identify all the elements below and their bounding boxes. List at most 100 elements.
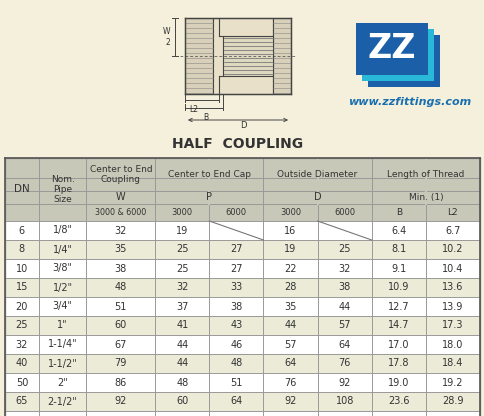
Text: 38: 38: [338, 282, 350, 292]
Text: 14.7: 14.7: [387, 320, 408, 330]
Bar: [5, 373, 479, 392]
Text: 32: 32: [15, 339, 28, 349]
Text: www.zzfittings.com: www.zzfittings.com: [348, 97, 470, 107]
Text: W
2: W 2: [162, 27, 170, 47]
Bar: [5, 297, 479, 316]
Text: 28.9: 28.9: [441, 396, 463, 406]
Bar: [212, 18, 272, 94]
Text: 27: 27: [230, 263, 242, 273]
Text: 25: 25: [176, 245, 188, 255]
Bar: [359, 27, 449, 92]
Text: 3000 & 6000: 3000 & 6000: [95, 208, 146, 217]
Text: 32: 32: [176, 282, 188, 292]
Text: 60: 60: [115, 320, 127, 330]
Text: 17.3: 17.3: [441, 320, 463, 330]
Text: 28: 28: [284, 282, 296, 292]
Text: B: B: [203, 113, 208, 122]
Text: 65: 65: [15, 396, 28, 406]
Text: 67: 67: [114, 339, 127, 349]
Text: 15: 15: [15, 282, 28, 292]
Text: 22: 22: [284, 263, 296, 273]
Bar: [184, 18, 212, 94]
Bar: [223, 36, 272, 76]
Text: 16: 16: [284, 225, 296, 235]
Text: Center to End Cap: Center to End Cap: [167, 170, 250, 179]
Text: 2": 2": [57, 377, 68, 387]
Text: 6: 6: [19, 225, 25, 235]
Text: 10: 10: [15, 263, 28, 273]
FancyBboxPatch shape: [355, 23, 427, 75]
Text: 17.0: 17.0: [387, 339, 408, 349]
Text: 3000: 3000: [171, 208, 193, 217]
Bar: [5, 411, 479, 416]
Text: 108: 108: [335, 396, 353, 406]
Text: 37: 37: [176, 302, 188, 312]
Text: 20: 20: [15, 302, 28, 312]
Bar: [5, 240, 479, 259]
Text: W: W: [116, 193, 125, 203]
Bar: [5, 392, 479, 411]
Text: L2: L2: [189, 105, 198, 114]
Text: 9.1: 9.1: [391, 263, 406, 273]
Text: 44: 44: [338, 302, 350, 312]
Text: 6.4: 6.4: [391, 225, 406, 235]
Bar: [5, 278, 479, 297]
Text: 1-1/2": 1-1/2": [47, 359, 77, 369]
Text: HALF  COUPLING: HALF COUPLING: [172, 137, 303, 151]
Text: 51: 51: [230, 377, 242, 387]
Bar: [5, 259, 479, 278]
Bar: [5, 158, 479, 221]
Text: 25: 25: [15, 320, 28, 330]
Text: 64: 64: [284, 359, 296, 369]
Text: Length of Thread: Length of Thread: [386, 170, 464, 179]
Text: 86: 86: [115, 377, 127, 387]
Text: 19: 19: [284, 245, 296, 255]
Text: 1/2": 1/2": [52, 282, 73, 292]
Text: D: D: [239, 121, 246, 130]
Text: L2: L2: [447, 208, 457, 217]
Text: Nom.
Pipe
Size: Nom. Pipe Size: [51, 175, 75, 204]
Text: DN: DN: [14, 185, 30, 195]
Text: 1/8": 1/8": [53, 225, 73, 235]
Text: 10.4: 10.4: [441, 263, 463, 273]
Text: 64: 64: [230, 396, 242, 406]
Text: 48: 48: [115, 282, 127, 292]
Text: 1-1/4": 1-1/4": [48, 339, 77, 349]
Text: B: B: [395, 208, 401, 217]
Text: 57: 57: [338, 320, 350, 330]
Text: 44: 44: [284, 320, 296, 330]
Text: 8: 8: [19, 245, 25, 255]
Text: 38: 38: [115, 263, 127, 273]
Text: 41: 41: [176, 320, 188, 330]
Text: 10.2: 10.2: [441, 245, 463, 255]
Text: 76: 76: [284, 377, 296, 387]
Text: 32: 32: [338, 263, 350, 273]
Text: 79: 79: [114, 359, 127, 369]
Text: 6.7: 6.7: [444, 225, 460, 235]
Text: 8.1: 8.1: [391, 245, 406, 255]
Text: 76: 76: [338, 359, 350, 369]
Text: 32: 32: [114, 225, 127, 235]
Text: 57: 57: [284, 339, 296, 349]
Text: 10.9: 10.9: [387, 282, 408, 292]
Text: 6000: 6000: [226, 208, 246, 217]
Text: 51: 51: [114, 302, 127, 312]
Text: 18.0: 18.0: [441, 339, 463, 349]
Text: 3/4": 3/4": [53, 302, 73, 312]
Text: 1": 1": [57, 320, 68, 330]
Text: 64: 64: [338, 339, 350, 349]
Text: 3/8": 3/8": [53, 263, 73, 273]
Text: 1/4": 1/4": [53, 245, 73, 255]
Text: 27: 27: [230, 245, 242, 255]
Text: 92: 92: [284, 396, 296, 406]
Text: 25: 25: [176, 263, 188, 273]
Text: 13.9: 13.9: [441, 302, 463, 312]
Text: Center to End
Coupling: Center to End Coupling: [90, 165, 152, 184]
Text: 38: 38: [230, 302, 242, 312]
Text: 35: 35: [284, 302, 296, 312]
Text: 33: 33: [230, 282, 242, 292]
Text: 43: 43: [230, 320, 242, 330]
Text: 92: 92: [338, 377, 350, 387]
Bar: [5, 335, 479, 354]
Text: 44: 44: [176, 339, 188, 349]
